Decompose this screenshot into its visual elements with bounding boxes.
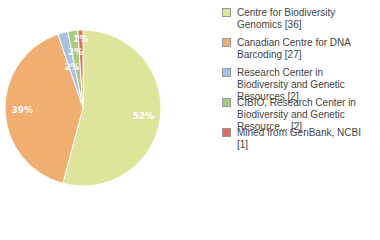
chart-root: 52% 39% 2% 2% 1% Centre for Biodiversity Geno… [0, 0, 380, 240]
legend-item: Canadian Centre for DNA Barcoding [27] [222, 37, 370, 61]
legend-label: Mined from GenBank, NCBI [1] [237, 127, 370, 151]
legend-swatch [222, 38, 231, 47]
legend-item: Centre for Biodiversity Genomics [36] [222, 7, 370, 31]
legend-label: Centre for Biodiversity Genomics [36] [237, 7, 370, 31]
data-label: 1% [73, 34, 88, 44]
legend-label: Canadian Centre for DNA Barcoding [27] [237, 37, 370, 61]
legend-swatch [222, 8, 231, 17]
legend-swatch [222, 98, 231, 107]
pie-slice [5, 34, 83, 183]
data-label: 2% [64, 62, 79, 72]
legend-swatch [222, 128, 231, 137]
legend-swatch [222, 68, 231, 77]
legend-item: Mined from GenBank, NCBI [1] [222, 127, 370, 151]
data-label: 52% [133, 111, 155, 121]
data-label: 2% [68, 47, 83, 57]
pie-group: 52% 39% 2% 2% 1% [5, 30, 161, 186]
data-label: 39% [11, 105, 33, 115]
